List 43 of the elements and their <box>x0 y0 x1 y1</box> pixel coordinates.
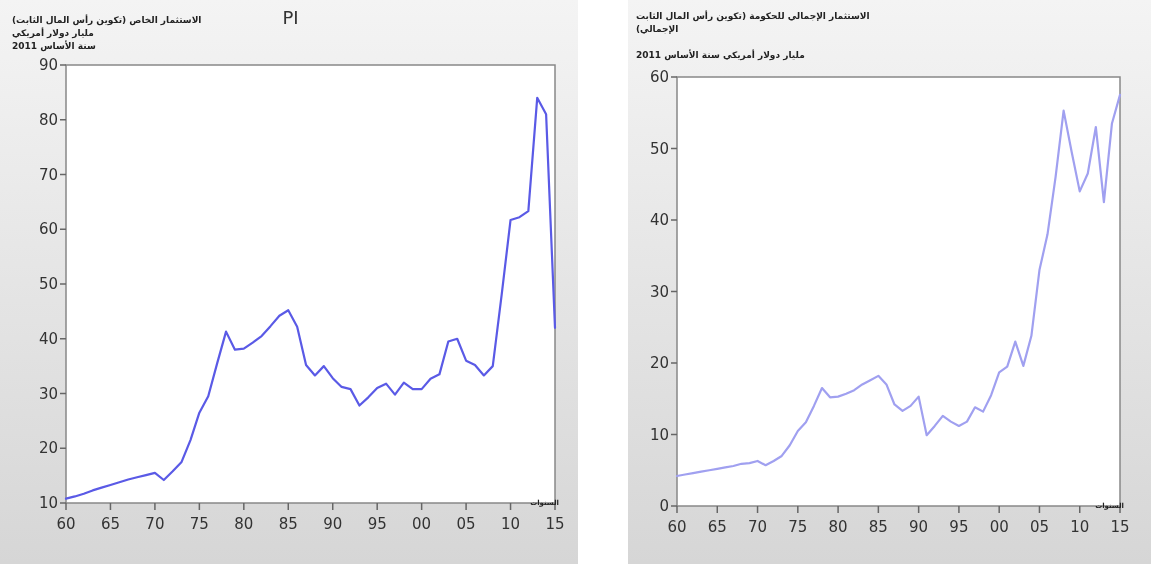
y-tick-label: 30 <box>649 282 669 301</box>
y-tick-label: 80 <box>38 110 58 129</box>
x-tick-label: 75 <box>788 518 808 536</box>
y-tick-label: 20 <box>38 439 58 458</box>
x-tick-label: 05 <box>456 515 476 533</box>
x-tick-label: 15 <box>1110 518 1130 536</box>
y-tick-label: 40 <box>649 211 669 229</box>
y-tick-label: 10 <box>38 494 58 512</box>
y-tick-label: 20 <box>649 354 669 372</box>
x-tick-label: 90 <box>909 518 929 536</box>
x-tick-label: 70 <box>748 518 768 536</box>
x-tick-label: 60 <box>667 518 687 536</box>
x-tick-label: 00 <box>989 518 1009 536</box>
y-tick-label: 50 <box>649 139 669 158</box>
text: الاستثمار الإجمالي للحكومة (تكوين رأس المال الثابت الإجمالي) مليار دولار أمريكي سنة الأساس 2011 <box>636 11 870 60</box>
y-tick-label: 40 <box>38 329 58 348</box>
x-tick-label: 60 <box>56 515 76 533</box>
x-tick-label: 70 <box>145 515 165 533</box>
x-tick-label: 05 <box>1029 518 1049 536</box>
x-tick-label: 15 <box>545 515 565 533</box>
y-tick-label: 30 <box>38 384 58 403</box>
y-tick-label: 60 <box>649 68 669 86</box>
x-tick-label: 95 <box>949 518 969 536</box>
x-tick-label: 85 <box>278 515 298 533</box>
x-tick-label: 65 <box>707 518 727 536</box>
x-tick-label: 00 <box>412 515 432 533</box>
x-tick-label: 10 <box>501 515 521 533</box>
x-tick-label: 75 <box>189 515 209 533</box>
x-tick-label: 90 <box>323 515 343 533</box>
x-tick-label: 95 <box>367 515 387 533</box>
y-axis-title: الاستثمار الخاص (تكوين رأس المال الثابت) مليار دولار أمريكي سنة الأساس 2011 <box>12 14 202 52</box>
x-tick-label: 10 <box>1070 518 1090 536</box>
x-tick-label: 80 <box>234 515 254 533</box>
y-tick-label: 50 <box>38 275 58 293</box>
x-tick-label: 85 <box>868 518 888 536</box>
chart-title: PI <box>282 7 299 28</box>
x-tick-label: 80 <box>828 518 848 536</box>
y-tick-label: 60 <box>38 220 58 239</box>
x-tick-label: 65 <box>100 515 120 533</box>
y-tick-label: 10 <box>649 425 669 444</box>
y-tick-label: 90 <box>38 56 58 74</box>
y-tick-label: 0 <box>659 497 669 515</box>
y-tick-label: 70 <box>38 165 58 184</box>
